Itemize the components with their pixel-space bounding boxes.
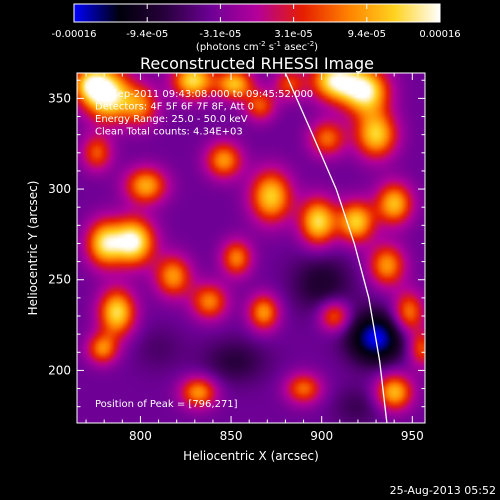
colorbar-tick-label: 9.4e-05 [348,29,386,40]
y-tick-label: 300 [48,182,71,196]
colorbar-unit-label: (photons cm-2 s-1 asec-2) [196,40,318,53]
x-tick-label: 950 [401,429,424,443]
colorbar-tick-label: -3.1e-05 [199,29,241,40]
axis-ticks: 800 850 900 950 200 250 300 350 [48,73,425,443]
colorbar-tick-label: 3.1e-05 [274,29,312,40]
y-tick-label: 350 [48,91,71,105]
observation-info: 23-Sep-2011 09:43:08.000 to 09:45:52.000… [95,89,313,138]
colorbar-ticks: -0.00016 -9.4e-05 -3.1e-05 3.1e-05 9.4e-05 0.… [52,4,461,40]
colorbar: -0.00016 -9.4e-05 -3.1e-05 3.1e-05 9.4e-05 0.… [52,3,461,53]
heatmap-image [77,73,425,423]
x-tick-label: 800 [129,429,152,443]
x-tick-label: 900 [310,429,333,443]
colorbar-tick-label: 0.00016 [419,29,460,40]
chart-title: Reconstructed RHESSI Image [140,54,374,73]
x-axis-label: Heliocentric X (arcsec) [183,449,319,463]
plot-frame [76,72,426,424]
colorbar-gradient [73,3,441,23]
colorbar-tick-label: -9.4e-05 [126,29,168,40]
x-tick-label: 850 [220,429,243,443]
solar-limb-curve [284,73,388,423]
footer-timestamp: 25-Aug-2013 05:52 [390,484,496,497]
peak-position-label: Position of Peak = [796,271] [95,399,238,410]
observation-info-line: 23-Sep-2011 09:43:08.000 to 09:45:52.000 [95,89,313,100]
colorbar-tick-label: -0.00016 [52,29,97,40]
observation-info-line: Clean Total counts: 4.34E+03 [95,127,243,138]
y-tick-label: 250 [48,273,71,287]
y-tick-label: 200 [48,363,71,377]
plot-area: 800 850 900 950 200 250 300 350 [48,72,426,443]
observation-info-line: Detectors: 4F 5F 6F 7F 8F, Att 0 [95,102,254,113]
observation-info-line: Energy Range: 25.0 - 50.0 keV [95,114,248,125]
y-axis-label: Heliocentric Y (arcsec) [26,181,40,316]
